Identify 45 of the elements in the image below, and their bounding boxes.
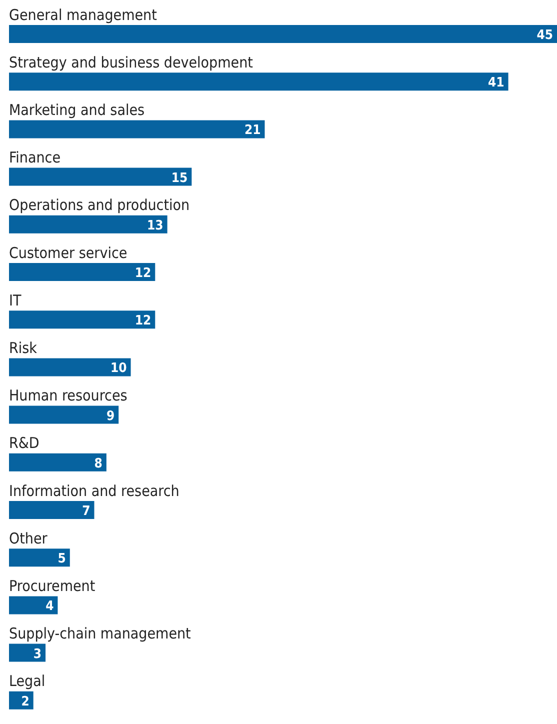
bar xyxy=(9,168,192,186)
bar xyxy=(9,406,119,424)
y-tick-label: Marketing and sales xyxy=(9,101,145,119)
data-label: 21 xyxy=(244,123,261,138)
bar xyxy=(9,691,34,710)
bar xyxy=(9,453,106,472)
bar xyxy=(9,644,46,662)
y-tick-label: General management xyxy=(9,6,157,24)
y-tick-label: Finance xyxy=(9,148,61,167)
bar xyxy=(9,548,70,567)
bar xyxy=(9,25,557,43)
y-tick-label: Other xyxy=(9,529,48,548)
bar xyxy=(9,120,265,138)
y-tick-label: Procurement xyxy=(9,577,96,595)
data-label: 7 xyxy=(82,504,90,519)
y-tick-label: Strategy and business development xyxy=(9,53,253,72)
bar xyxy=(9,310,156,329)
y-tick-label: Supply-chain management xyxy=(9,624,191,643)
bar xyxy=(9,215,168,234)
y-tick-label: R&D xyxy=(9,434,40,452)
y-tick-label: Legal xyxy=(9,672,46,690)
y-tick-label: Operations and production xyxy=(9,196,190,214)
data-label: 9 xyxy=(106,408,115,424)
data-label: 45 xyxy=(536,28,553,43)
y-tick-label: Risk xyxy=(9,339,38,357)
data-label: 13 xyxy=(147,218,164,234)
bar xyxy=(9,358,131,376)
y-tick-label: Information and research xyxy=(9,482,180,500)
bar xyxy=(9,501,94,519)
y-tick-label: Human resources xyxy=(9,386,128,405)
bar xyxy=(9,263,156,281)
data-label: 5 xyxy=(58,552,66,567)
data-label: 12 xyxy=(134,266,152,281)
y-tick-label: IT xyxy=(9,291,22,310)
data-label: 8 xyxy=(94,456,102,472)
y-tick-label: Customer service xyxy=(9,244,128,262)
data-label: 2 xyxy=(21,694,30,710)
data-label: 41 xyxy=(488,76,504,91)
data-label: 15 xyxy=(171,170,188,186)
data-label: 10 xyxy=(110,361,127,376)
bar xyxy=(9,72,508,91)
bar xyxy=(9,596,58,614)
data-label: 12 xyxy=(134,314,152,329)
data-label: 4 xyxy=(46,599,54,614)
data-label: 3 xyxy=(33,646,42,662)
